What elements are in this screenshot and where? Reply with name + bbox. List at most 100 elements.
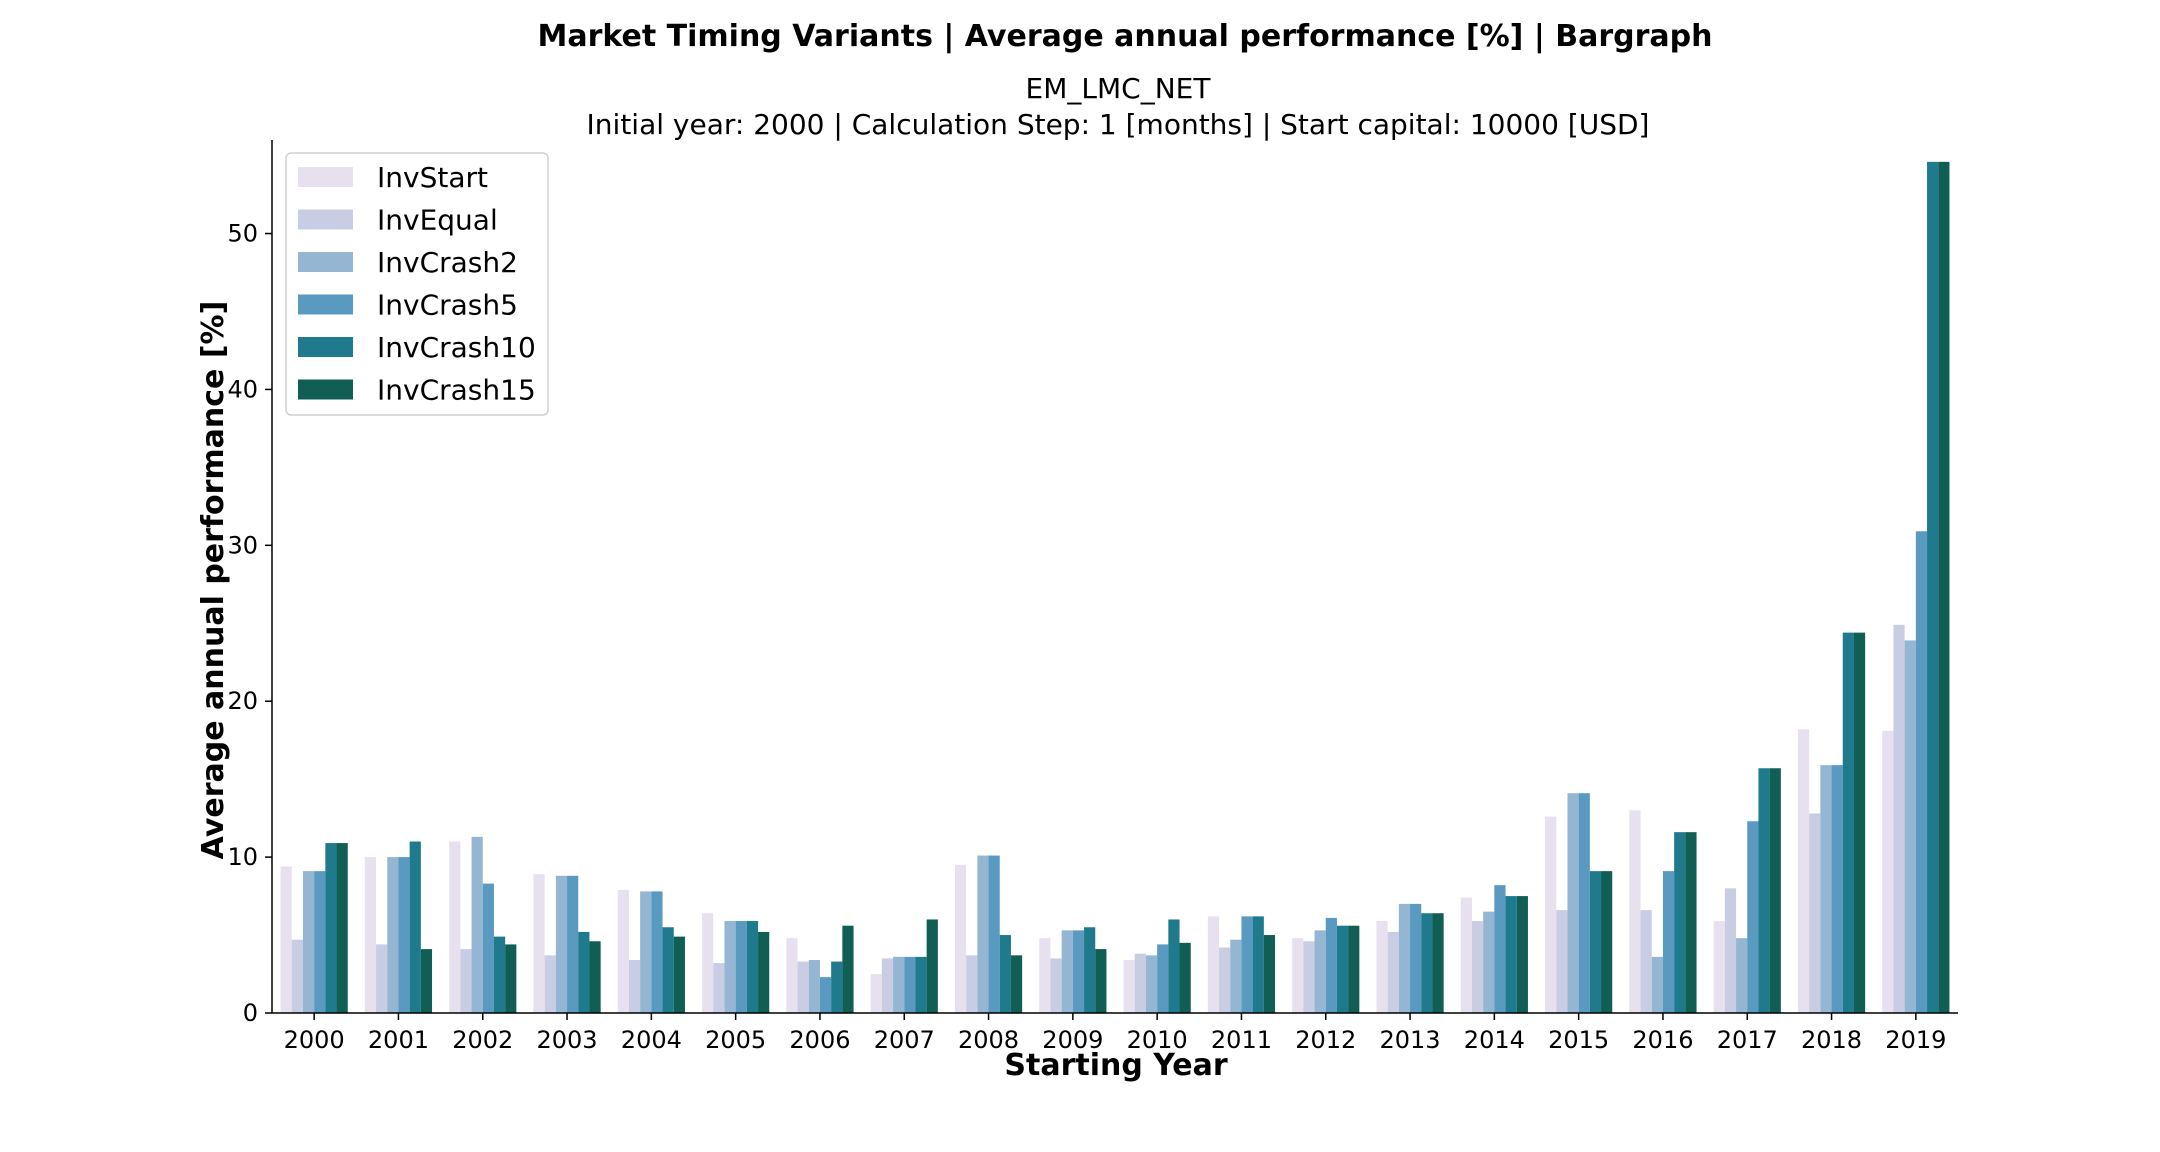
chart-subtitle-dataset: EM_LMC_NET xyxy=(1026,72,1212,105)
bar-invcrash2-2012 xyxy=(1314,930,1326,1013)
bar-invcrash10-2017 xyxy=(1758,768,1770,1013)
legend-label-invcrash15: InvCrash15 xyxy=(377,374,536,407)
bar-invcrash10-2007 xyxy=(915,956,927,1013)
bar-invstart-2003 xyxy=(533,874,545,1013)
bar-invcrash2-2009 xyxy=(1061,930,1073,1013)
bar-invcrash10-2008 xyxy=(999,935,1011,1013)
bar-invcrash10-2014 xyxy=(1505,896,1517,1013)
bar-invequal-2013 xyxy=(1387,931,1399,1013)
legend-swatch-invcrash15 xyxy=(298,379,353,400)
legend-swatch-invcrash5 xyxy=(298,294,353,315)
bar-invequal-2011 xyxy=(1219,947,1231,1013)
bar-invcrash5-2017 xyxy=(1747,821,1759,1013)
legend-swatch-invcrash10 xyxy=(298,337,353,357)
bar-invcrash10-2000 xyxy=(325,843,337,1013)
bar-invcrash5-2012 xyxy=(1325,917,1337,1013)
bar-invcrash10-2006 xyxy=(831,961,843,1013)
y-tick-label: 20 xyxy=(227,687,258,715)
bar-invcrash5-2007 xyxy=(904,956,916,1013)
bar-invcrash2-2013 xyxy=(1398,903,1411,1014)
bar-invcrash5-2002 xyxy=(482,883,494,1013)
bar-invcrash5-2014 xyxy=(1494,885,1506,1013)
bar-invequal-2003 xyxy=(544,955,556,1013)
bar-invcrash15-2012 xyxy=(1348,925,1360,1013)
x-tick-label: 2014 xyxy=(1464,1026,1525,1054)
bar-invcrash5-2001 xyxy=(398,857,410,1013)
legend-swatch-invcrash2 xyxy=(298,252,353,272)
bar-invstart-2008 xyxy=(954,864,967,1013)
bar-invstart-2010 xyxy=(1123,960,1135,1013)
bar-invcrash15-2005 xyxy=(758,931,770,1013)
bar-invequal-2014 xyxy=(1471,921,1484,1013)
bar-invcrash15-2017 xyxy=(1769,768,1781,1013)
bar-invcrash15-2002 xyxy=(505,944,517,1013)
x-tick-label: 2016 xyxy=(1632,1026,1693,1054)
bar-invstart-2017 xyxy=(1713,921,1725,1013)
x-tick-label: 2001 xyxy=(368,1026,429,1054)
bar-invequal-2001 xyxy=(376,944,388,1013)
y-tick-label: 50 xyxy=(227,220,258,248)
bar-invcrash10-2005 xyxy=(746,921,759,1013)
bar-invcrash5-2004 xyxy=(651,891,663,1013)
bar-invcrash2-2004 xyxy=(640,891,652,1013)
bar-invstart-2011 xyxy=(1207,916,1220,1013)
bar-invcrash2-2015 xyxy=(1567,793,1579,1013)
bar-invequal-2000 xyxy=(291,939,303,1013)
bar-invcrash2-2008 xyxy=(977,855,989,1013)
x-tick-label: 2003 xyxy=(537,1026,598,1054)
y-tick-label: 10 xyxy=(227,843,258,871)
x-tick-label: 2002 xyxy=(452,1026,513,1054)
bar-invcrash2-2010 xyxy=(1145,955,1158,1013)
legend-label-invcrash10: InvCrash10 xyxy=(377,331,536,364)
axes-layer: 0 10 20 30 40 50 2000 2001 2002 2003 2004 2005 2006 2… xyxy=(227,140,1958,1054)
bar-invstart-2014 xyxy=(1460,897,1472,1013)
bar-invcrash15-2001 xyxy=(420,949,433,1013)
bar-invcrash2-2011 xyxy=(1230,939,1242,1013)
bar-invcrash2-2002 xyxy=(471,836,483,1013)
y-tick-label: 0 xyxy=(243,999,258,1027)
y-axis-label: Average annual performance [%] xyxy=(196,301,231,860)
x-tick-label: 2013 xyxy=(1380,1026,1441,1054)
bar-invcrash5-2018 xyxy=(1831,765,1843,1013)
legend: InvStart InvEqual InvCrash2 InvCrash5 InvCra… xyxy=(285,152,549,416)
legend-label-invcrash5: InvCrash5 xyxy=(377,289,518,322)
bar-invcrash10-2012 xyxy=(1336,925,1349,1013)
bar-invcrash15-2018 xyxy=(1853,632,1866,1013)
x-tick-label: 2005 xyxy=(705,1026,766,1054)
x-tick-label: 2011 xyxy=(1211,1026,1272,1054)
bar-invcrash15-2016 xyxy=(1685,832,1697,1013)
bar-invequal-2016 xyxy=(1640,910,1652,1013)
bar-invcrash10-2009 xyxy=(1084,927,1096,1013)
bar-invcrash10-2016 xyxy=(1674,832,1686,1013)
bar-invcrash5-2010 xyxy=(1157,944,1169,1013)
bar-invequal-2006 xyxy=(797,961,809,1013)
bar-invcrash10-2011 xyxy=(1252,916,1264,1013)
bar-invcrash2-2007 xyxy=(893,956,905,1013)
bar-invcrash2-2005 xyxy=(724,921,736,1013)
bar-invcrash15-2019 xyxy=(1938,161,1950,1013)
bar-invcrash15-2003 xyxy=(589,941,601,1013)
bar-invequal-2017 xyxy=(1724,888,1737,1013)
bar-invstart-2007 xyxy=(870,974,882,1013)
bar-invcrash15-2004 xyxy=(673,936,685,1013)
x-tick-label: 2006 xyxy=(789,1026,850,1054)
bar-invcrash10-2004 xyxy=(662,927,674,1013)
bar-invcrash5-2005 xyxy=(735,921,747,1013)
legend-swatch-invstart xyxy=(298,167,353,187)
x-tick-label: 2000 xyxy=(284,1026,345,1054)
bar-invstart-2016 xyxy=(1629,810,1641,1013)
bar-invcrash10-2013 xyxy=(1421,913,1433,1013)
x-tick-label: 2017 xyxy=(1717,1026,1778,1054)
y-tick-label: 30 xyxy=(227,531,258,559)
bar-invcrash15-2011 xyxy=(1263,935,1276,1013)
x-tick-label: 2009 xyxy=(1042,1026,1103,1054)
x-tick-label: 2012 xyxy=(1295,1026,1356,1054)
bar-invcrash10-2018 xyxy=(1842,632,1854,1013)
bar-invcrash5-2008 xyxy=(988,855,1000,1013)
chart-title: Market Timing Variants | Average annual … xyxy=(537,19,1712,54)
bar-invstart-2015 xyxy=(1545,816,1557,1013)
bar-invequal-2010 xyxy=(1134,953,1146,1013)
bar-invcrash10-2019 xyxy=(1927,161,1939,1013)
